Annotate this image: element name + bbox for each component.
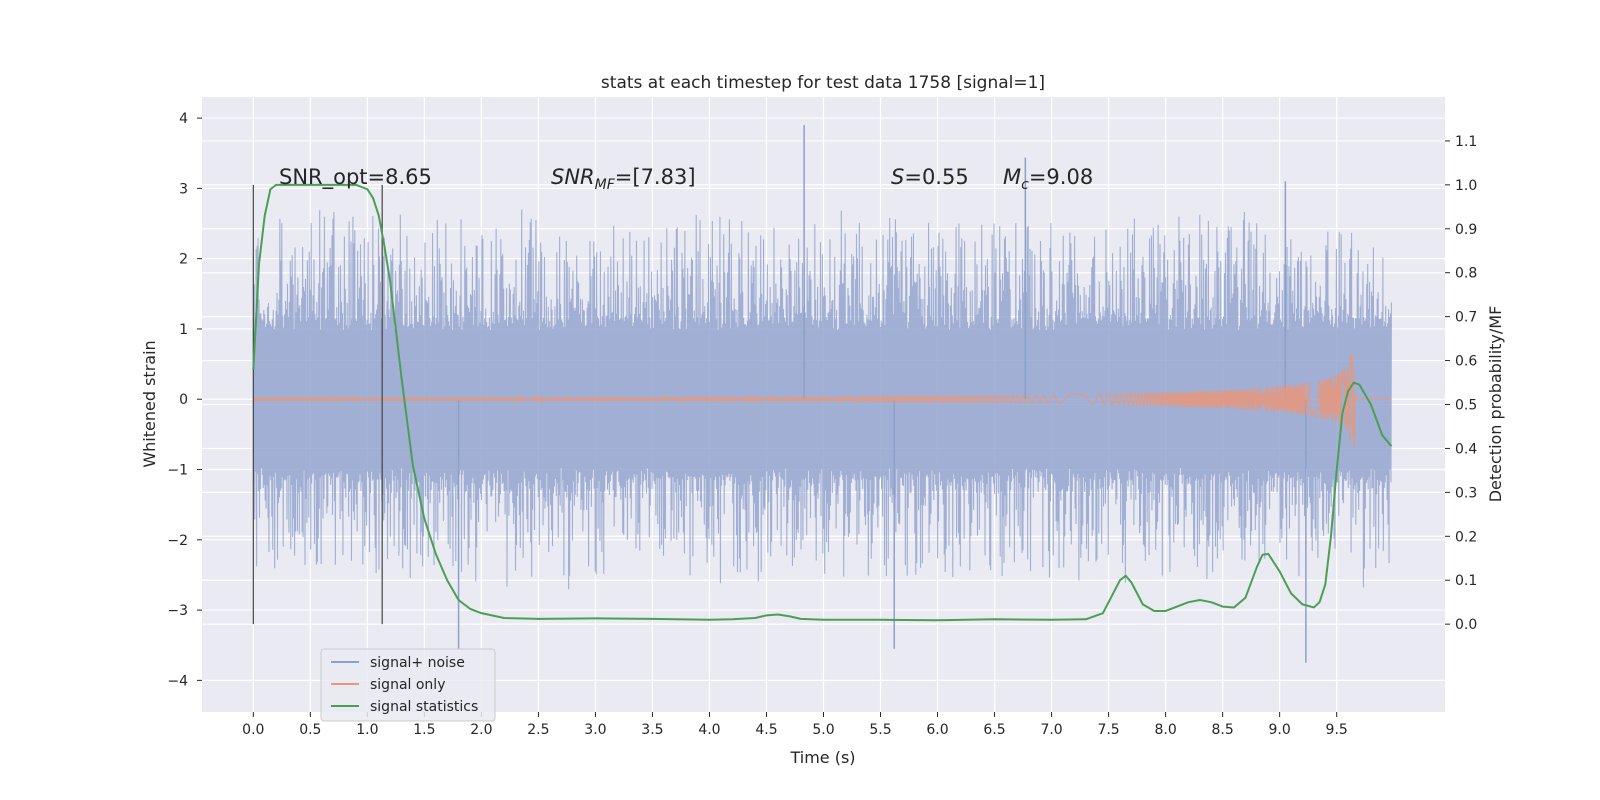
snr-opt-annotation: SNR_opt=8.65 (279, 165, 432, 190)
y-tick-label: 0 (179, 392, 188, 408)
y-tick-label: −2 (167, 533, 188, 549)
x-tick-label: 9.5 (1326, 722, 1348, 738)
y2-tick-label: 0.6 (1455, 354, 1477, 370)
x-tick-label: 0.5 (299, 722, 321, 738)
signal-noise-series (252, 125, 1392, 663)
snr-mf-annotation: SNRMF=[7.83] (551, 165, 696, 193)
y2-tick-label: 0.8 (1455, 266, 1477, 282)
x-tick-label: 6.5 (983, 722, 1005, 738)
s-annotation: S=0.55 (891, 165, 969, 189)
axis-ticks: 0.0 0.5 1.0 1.5 2.0 2.5 3.0 3.5 4.0 4.5 5.0 5.5 6.0 6… (167, 111, 1477, 738)
x-tick-label: 1.5 (413, 722, 435, 738)
y2-tick-label: 0.0 (1455, 617, 1477, 633)
y2-tick-label: 0.2 (1455, 529, 1477, 545)
mc-value: =9.08 (1029, 165, 1093, 189)
snr-mf-symbol: SNR (551, 165, 595, 189)
y2-tick-label: 0.5 (1455, 398, 1477, 414)
x-tick-label: 5.5 (869, 722, 891, 738)
legend-box (320, 648, 496, 722)
signal-noise-line (252, 209, 1392, 590)
x-tick-label: 2.0 (470, 722, 492, 738)
x-tick-label: 8.0 (1154, 722, 1176, 738)
mc-symbol: M (1003, 165, 1021, 189)
y2-axis-label: Detection probability/MF (1486, 306, 1505, 503)
x-axis-label: Time (s) (789, 748, 855, 767)
signal-statistics-line (252, 183, 1393, 622)
x-tick-label: 5.0 (812, 722, 834, 738)
y2-tick-label: 1.1 (1455, 134, 1477, 150)
s-value: =0.55 (904, 165, 968, 189)
s-symbol: S (891, 165, 904, 189)
x-tick-label: 7.0 (1040, 722, 1062, 738)
snr-mf-subscript: MF (595, 177, 616, 193)
chart-title: stats at each timestep for test data 175… (601, 73, 1045, 93)
mc-subscript: c (1021, 177, 1029, 193)
x-tick-label: 6.0 (926, 722, 948, 738)
y2-tick-label: 0.4 (1455, 441, 1477, 457)
x-tick-label: 8.5 (1211, 722, 1233, 738)
x-tick-label: 7.5 (1097, 722, 1119, 738)
x-tick-label: 3.5 (641, 722, 663, 738)
x-tick-label: 0.0 (242, 722, 264, 738)
legend-label-signal-noise: signal+ noise (370, 655, 465, 671)
legend-label-signal-statistics: signal statistics (370, 699, 478, 715)
y2-tick-label: 0.3 (1455, 485, 1477, 501)
y2-tick-label: 0.9 (1455, 222, 1477, 238)
snr-mf-value: =[7.83] (615, 165, 696, 189)
signal-only-line (252, 353, 1392, 449)
y2-tick-label: 0.7 (1455, 310, 1477, 326)
y-tick-label: −3 (167, 603, 188, 619)
y-tick-label: −1 (167, 463, 188, 479)
y-axis-label: Whitened strain (140, 340, 159, 467)
y-tick-label: 3 (179, 181, 188, 197)
legend-label-signal-only: signal only (370, 677, 445, 693)
y2-tick-label: 1.0 (1455, 178, 1477, 194)
x-tick-label: 9.0 (1269, 722, 1291, 738)
x-tick-label: 3.0 (584, 722, 606, 738)
legend: signal+ noise signal only signal statist… (320, 648, 496, 722)
y-tick-label: −4 (167, 673, 188, 689)
x-tick-label: 4.0 (698, 722, 720, 738)
y-tick-label: 4 (179, 111, 188, 127)
vertical-markers (252, 184, 383, 625)
y2-tick-label: 0.1 (1455, 573, 1477, 589)
mc-annotation: Mc=9.08 (1003, 165, 1093, 193)
signal-only-series (252, 353, 1392, 449)
x-tick-label: 4.5 (755, 722, 777, 738)
x-tick-label: 1.0 (356, 722, 378, 738)
x-tick-label: 2.5 (527, 722, 549, 738)
signal-statistics-series (252, 183, 1393, 622)
y-tick-label: 1 (179, 322, 188, 338)
y-tick-label: 2 (179, 252, 188, 268)
